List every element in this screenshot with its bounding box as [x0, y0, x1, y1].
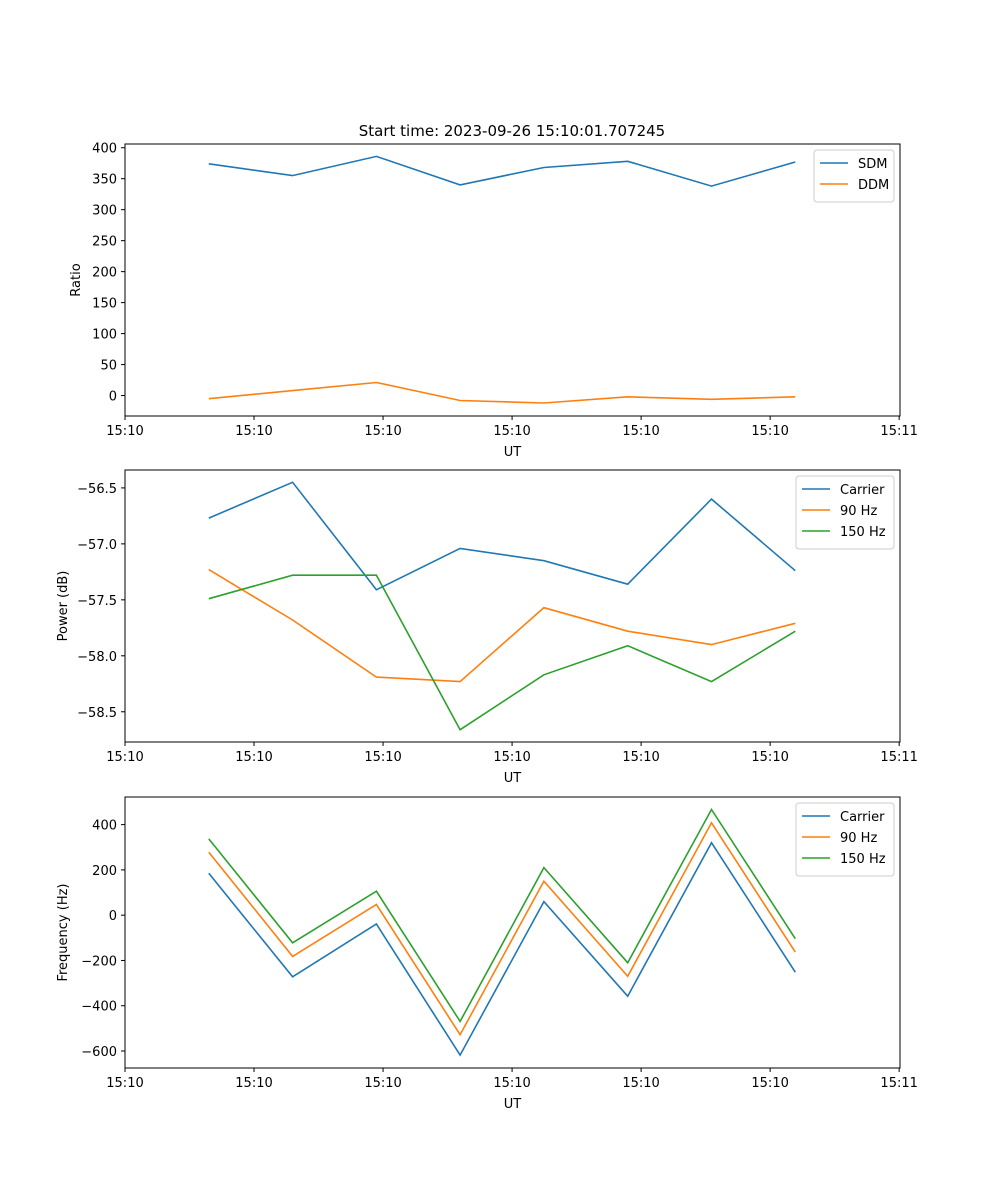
y-tick-label: 50: [100, 359, 117, 374]
y-tick-label: 100: [92, 328, 117, 343]
legend-label: Carrier: [840, 810, 885, 825]
y-tick-label: 400: [92, 819, 117, 834]
legend-label: 90 Hz: [840, 831, 877, 846]
legend-label: 150 Hz: [840, 525, 886, 540]
series-line-carrier: [208, 481, 796, 591]
x-tick-label: 15:10: [751, 750, 788, 765]
y-tick-label: −56.5: [77, 482, 117, 497]
series-line-sdm: [208, 155, 796, 187]
x-tick-label: 15:10: [364, 1076, 401, 1091]
legend-label: Carrier: [840, 483, 885, 498]
y-tick-label: 0: [109, 390, 117, 405]
legend-label: SDM: [858, 157, 887, 172]
y-tick-label: 150: [92, 297, 117, 312]
legend-label: 90 Hz: [840, 504, 877, 519]
y-axis-label: Power (dB): [56, 571, 71, 642]
x-tick-label: 15:10: [235, 750, 272, 765]
x-tick-label: 15:10: [106, 750, 143, 765]
x-tick-label: 15:11: [880, 750, 917, 765]
x-tick-label: 15:10: [493, 1076, 530, 1091]
y-tick-label: −58.5: [77, 706, 117, 721]
y-tick-label: 200: [92, 266, 117, 281]
x-tick-label: 15:10: [106, 1076, 143, 1091]
series-line-150-hz: [208, 807, 796, 1023]
x-tick-label: 15:11: [880, 424, 917, 439]
x-axis-label: UT: [504, 771, 522, 786]
x-axis-label: UT: [504, 445, 522, 460]
legend: SDM DDM: [813, 149, 895, 203]
axes-frame: [124, 143, 901, 417]
y-tick-label: 350: [92, 173, 117, 188]
panel-1: 15:10 15:10 15:10 15:10 15:10 15:10 15:11 0 50 10…: [69, 142, 918, 460]
y-tick-label: 250: [92, 235, 117, 250]
x-tick-label: 15:10: [235, 424, 272, 439]
x-tick-label: 15:11: [880, 1076, 917, 1091]
y-tick-label: 400: [92, 142, 117, 157]
legend-label: DDM: [858, 178, 889, 193]
legend-label: 150 Hz: [840, 852, 886, 867]
x-tick-label: 15:10: [364, 424, 401, 439]
y-tick-label: 0: [109, 909, 117, 924]
series-line-90-hz: [208, 821, 796, 1037]
x-tick-label: 15:10: [364, 750, 401, 765]
panel-3: 15:10 15:10 15:10 15:10 15:10 15:10 15:11 −600 −…: [56, 796, 918, 1112]
y-tick-label: 200: [92, 864, 117, 879]
x-tick-label: 15:10: [106, 424, 143, 439]
x-tick-label: 15:10: [493, 424, 530, 439]
legend: Carrier 90 Hz 150 Hz: [795, 802, 895, 877]
y-tick-label: −57.5: [77, 594, 117, 609]
legend: Carrier 90 Hz 150 Hz: [795, 475, 895, 550]
axes-frame: [124, 469, 901, 743]
series-line-90-hz: [208, 568, 796, 683]
x-tick-label: 15:10: [493, 750, 530, 765]
x-tick-label: 15:10: [622, 1076, 659, 1091]
series-line-150-hz: [208, 574, 796, 731]
panel-2: 15:10 15:10 15:10 15:10 15:10 15:10 15:11 −58.5…: [56, 469, 918, 786]
y-tick-label: −600: [81, 1045, 117, 1060]
y-tick-label: −400: [81, 1000, 117, 1015]
y-tick-label: −58.0: [77, 650, 117, 665]
y-axis-label: Ratio: [69, 263, 84, 296]
x-tick-label: 15:10: [622, 750, 659, 765]
y-tick-label: −57.0: [77, 538, 117, 553]
x-axis-label: UT: [504, 1097, 522, 1112]
y-tick-label: 300: [92, 204, 117, 219]
y-tick-label: −200: [81, 954, 117, 969]
figure-title: Start time: 2023-09-26 15:10:01.707245: [359, 122, 665, 140]
x-tick-label: 15:10: [622, 424, 659, 439]
x-tick-label: 15:10: [751, 1076, 788, 1091]
axes-frame: [124, 796, 901, 1069]
y-axis-label: Frequency (Hz): [56, 883, 71, 981]
series-line-carrier: [208, 841, 796, 1057]
x-tick-label: 15:10: [235, 1076, 272, 1091]
x-tick-label: 15:10: [751, 424, 788, 439]
series-line-ddm: [208, 381, 796, 404]
